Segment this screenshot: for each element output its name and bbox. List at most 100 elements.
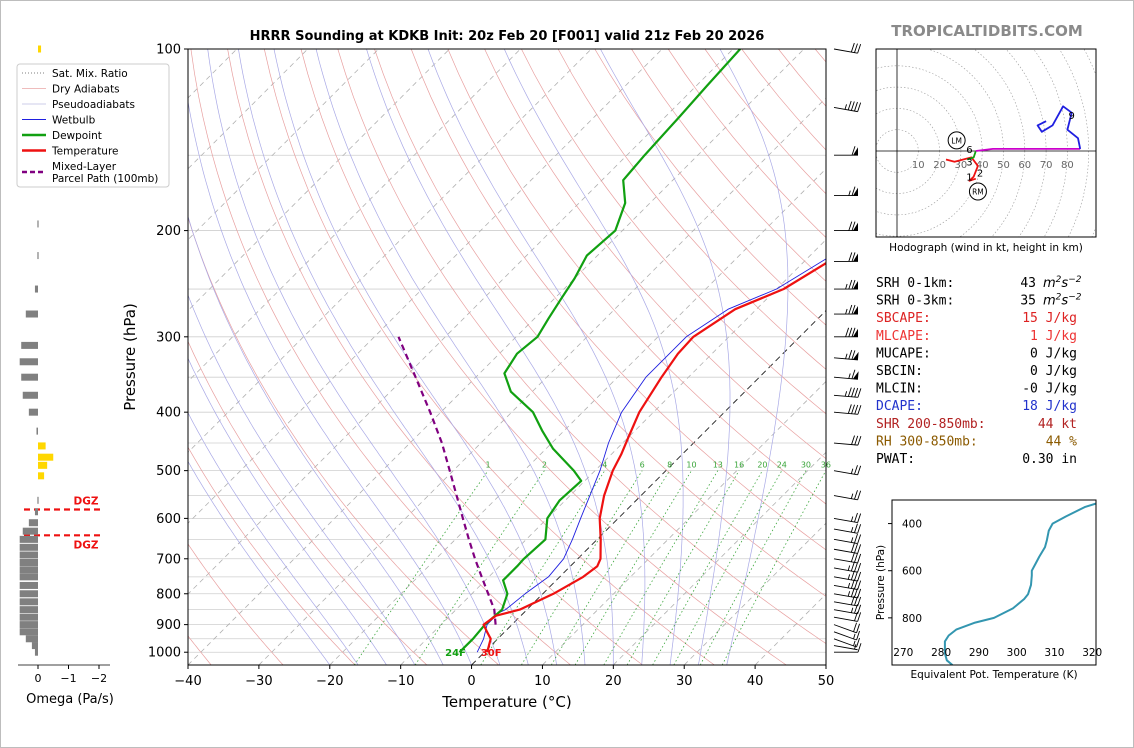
stat-unit-m: m xyxy=(1043,276,1056,291)
legend-label-line: Dewpoint xyxy=(52,130,102,142)
omega-bar-descent xyxy=(19,566,38,574)
dry-adiabat xyxy=(300,49,787,665)
barb-flag xyxy=(852,351,859,360)
barb-half xyxy=(850,493,854,499)
omega-bar-descent xyxy=(28,519,38,527)
stat-label: SRH 0-3km: xyxy=(876,294,954,309)
dry-adiabat xyxy=(410,49,826,551)
hodograph-ring-label: 70 xyxy=(1040,160,1053,171)
stat-value: 0.30 in xyxy=(1022,452,1077,467)
barb-full xyxy=(857,544,862,554)
wind-barb xyxy=(834,327,858,338)
hodograph-ring-label: 40 xyxy=(976,160,989,171)
omega-bar-descent xyxy=(19,358,38,366)
moist-adiabat xyxy=(503,49,684,665)
theta-e-x-tick-label: 300 xyxy=(1007,647,1027,659)
mixing-ratio-line xyxy=(699,470,807,665)
hodograph-caption: Hodograph (wind in kt, height in km) xyxy=(889,242,1083,254)
mixing-ratio-line xyxy=(521,470,643,665)
hodograph-ring-label: 50 xyxy=(997,160,1010,171)
omega-bar-ascent xyxy=(38,461,48,469)
wind-barbs xyxy=(833,42,862,653)
omega-bar-descent xyxy=(19,551,38,559)
moist-adiabat xyxy=(188,215,444,665)
x-tick-label: 20 xyxy=(605,674,622,689)
series-dewpoint xyxy=(458,49,742,653)
barb-full xyxy=(857,604,862,614)
barb-full xyxy=(851,221,856,231)
wind-barb xyxy=(833,42,862,54)
theta-e-y-tick-label: 600 xyxy=(902,566,922,578)
moist-adiabat xyxy=(719,49,789,665)
isotherm xyxy=(188,49,521,383)
stat-label: SHR 200-850mb: xyxy=(876,417,986,432)
wind-barb xyxy=(834,146,858,156)
barb-full xyxy=(856,623,860,633)
barb-full xyxy=(847,100,852,111)
hodograph-panel: 10 20 30 40 50 60 70 80 1 23 6 9 LM RM Hodograph (wind… xyxy=(875,48,1097,254)
wind-barb xyxy=(833,369,859,380)
stat-value: 0 J/kg xyxy=(1030,364,1077,379)
wind-barb xyxy=(833,630,860,641)
wind-barb xyxy=(833,561,862,573)
legend-label: Temperature xyxy=(51,146,119,158)
omega-bar-descent xyxy=(19,621,38,629)
barb-full xyxy=(854,543,858,554)
mixing-ratio-line xyxy=(652,470,763,665)
omega-bar-descent xyxy=(37,252,39,260)
theta-e-frame xyxy=(891,499,1097,666)
barb-full xyxy=(857,562,862,573)
barb-full xyxy=(850,579,855,589)
barb-full xyxy=(851,435,855,445)
barb-full xyxy=(854,579,858,590)
legend-label-line: Mixed-Layer xyxy=(52,161,117,173)
omega-bar-ascent xyxy=(38,472,45,480)
dry-adiabat xyxy=(227,49,643,665)
wind-barb xyxy=(834,304,858,315)
barb-full xyxy=(854,465,858,475)
stat-value: 44 % xyxy=(1046,434,1077,449)
barb-full xyxy=(851,279,856,290)
moist-adiabat xyxy=(238,49,529,665)
dry-adiabat xyxy=(374,49,826,597)
barb-full xyxy=(850,552,855,562)
dgz-bottom-label: DGZ xyxy=(74,539,99,551)
omega-bar-descent xyxy=(37,496,39,504)
stat-value: -0 J/kg xyxy=(1022,382,1077,397)
barb-full xyxy=(857,513,862,523)
barb-shaft xyxy=(833,616,858,622)
theta-e-panel: 400 600 800 270 280 290 300 310 320 Equivalent Po… xyxy=(875,499,1102,681)
barb-shaft xyxy=(833,631,857,641)
barb-full xyxy=(856,637,860,648)
legend-label: Wetbulb xyxy=(52,115,96,127)
omega-bar-descent xyxy=(21,341,38,349)
barb-full xyxy=(854,435,859,445)
x-tick-label: −10 xyxy=(387,674,414,689)
zero-isotherm xyxy=(471,309,826,665)
barb-shaft xyxy=(833,442,858,446)
barb-flag xyxy=(853,187,858,196)
legend-label: Mixed-Layer Parcel Path (100mb) xyxy=(52,161,158,185)
barb-half xyxy=(850,468,854,474)
barb-full xyxy=(851,252,856,262)
omega-bar-descent xyxy=(25,310,38,318)
stat-unit-exp: −2 xyxy=(1068,275,1082,285)
omega-bar-descent xyxy=(28,408,38,416)
hodograph-trace xyxy=(967,150,977,161)
stat-label: MLCIN: xyxy=(876,382,923,397)
wind-barb xyxy=(833,637,860,648)
omega-bar-descent xyxy=(31,642,38,650)
omega-bar-descent xyxy=(25,635,38,643)
hodograph-height-label: 6 xyxy=(966,145,972,156)
theta-e-plot xyxy=(943,502,1096,665)
wind-barb xyxy=(834,186,858,197)
barb-shaft xyxy=(833,609,858,615)
barb-shaft xyxy=(833,528,858,534)
barb-full xyxy=(854,512,858,523)
barb-full xyxy=(848,304,853,315)
barb-full xyxy=(856,630,860,641)
moist-adiabat xyxy=(188,294,416,665)
barb-full xyxy=(857,524,862,534)
stat-value: 35 xyxy=(1020,294,1036,309)
mixing-ratio-line xyxy=(353,470,489,665)
